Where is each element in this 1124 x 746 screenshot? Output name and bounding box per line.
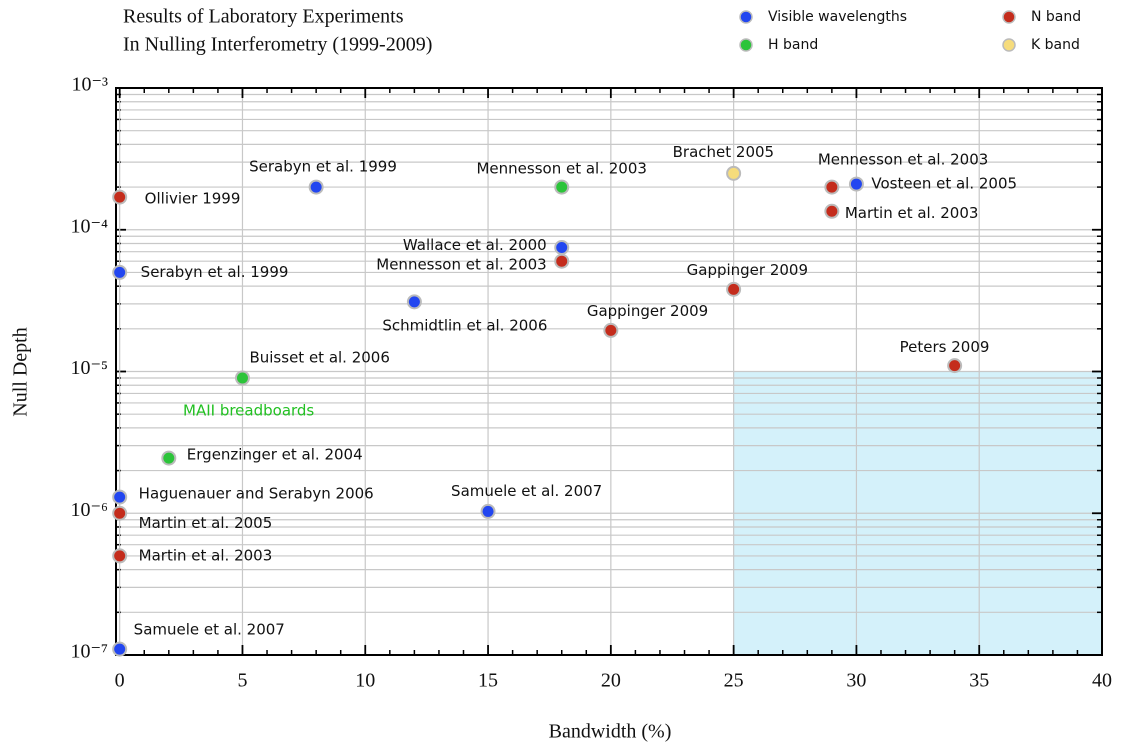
point-label: Mennesson et al. 2003: [818, 151, 988, 169]
point-label: Haguenauer and Serabyn 2006: [139, 485, 374, 503]
chart-title: In Nulling Interferometry (1999-2009): [123, 34, 432, 56]
legend-label: N band: [1031, 9, 1081, 25]
legend-marker: [739, 38, 753, 52]
point-label: Ollivier 1999: [145, 190, 241, 208]
point-label: Mennesson et al. 2003: [376, 256, 546, 274]
x-tick-label: 20: [601, 670, 621, 692]
data-point: [112, 264, 128, 280]
data-point: [480, 503, 496, 519]
y-axis-label: Null Depth: [10, 327, 32, 416]
x-tick-label: 15: [478, 670, 498, 692]
point-label: Gappinger 2009: [587, 302, 708, 320]
data-point: [234, 370, 250, 386]
y-tick-label: 10⁻³: [71, 74, 108, 96]
point-label: Schmidtlin et al. 2006: [382, 316, 547, 334]
point-label: Samuele et al. 2007: [451, 482, 602, 500]
data-point: [112, 548, 128, 564]
legend-label: H band: [768, 37, 818, 53]
data-point: [406, 294, 422, 310]
point-label: Ergenzinger et al. 2004: [187, 446, 363, 464]
point-label: Samuele et al. 2007: [134, 621, 285, 639]
y-tick-label: 10⁻⁶: [70, 499, 108, 521]
point-label: Gappinger 2009: [687, 261, 808, 279]
data-point: [848, 176, 864, 192]
data-point: [554, 239, 570, 255]
point-label: Serabyn et al. 1999: [249, 158, 397, 176]
plot-frame: [115, 87, 1103, 656]
x-axis-label: Bandwidth (%): [549, 721, 672, 743]
point-label: Serabyn et al. 1999: [141, 263, 289, 281]
x-tick-label: 35: [969, 670, 989, 692]
data-point: [161, 450, 177, 466]
data-point: [726, 281, 742, 297]
legend-label: K band: [1031, 37, 1080, 53]
legend-marker: [739, 10, 753, 24]
data-point: [726, 165, 742, 181]
data-point: [112, 489, 128, 505]
data-point: [603, 322, 619, 338]
data-point: [112, 189, 128, 205]
data-point: [112, 505, 128, 521]
x-tick-label: 10: [355, 670, 375, 692]
legend-marker: [1002, 38, 1016, 52]
chart-title: Results of Laboratory Experiments: [123, 6, 404, 28]
data-point: [824, 179, 840, 195]
data-point: [554, 253, 570, 269]
y-tick-label: 10⁻⁵: [70, 357, 108, 379]
point-label: Martin et al. 2005: [139, 514, 273, 532]
x-tick-label: 0: [115, 670, 125, 692]
y-tick-label: 10⁻⁷: [70, 641, 108, 663]
point-label: Martin et al. 2003: [845, 204, 979, 222]
data-point: [308, 179, 324, 195]
point-label: Mennesson et al. 2003: [476, 160, 646, 178]
point-label: Wallace et al. 2000: [403, 236, 547, 254]
data-point: [112, 641, 128, 657]
x-tick-label: 5: [237, 670, 247, 692]
data-point: [824, 203, 840, 219]
legend-marker: [1002, 10, 1016, 24]
data-point: [554, 179, 570, 195]
point-label: Peters 2009: [900, 338, 990, 356]
point-label: Martin et al. 2003: [139, 546, 273, 564]
x-tick-label: 30: [846, 670, 866, 692]
x-tick-label: 25: [724, 670, 744, 692]
point-label: Vosteen et al. 2005: [871, 175, 1017, 193]
x-tick-label: 40: [1092, 670, 1112, 692]
point-label: Buisset et al. 2006: [249, 348, 389, 366]
point-label: Brachet 2005: [673, 143, 774, 161]
y-tick-label: 10⁻⁴: [70, 215, 108, 237]
data-point: [947, 358, 963, 374]
legend-label: Visible wavelengths: [768, 9, 907, 25]
annotation: MAII breadboards: [183, 402, 314, 420]
